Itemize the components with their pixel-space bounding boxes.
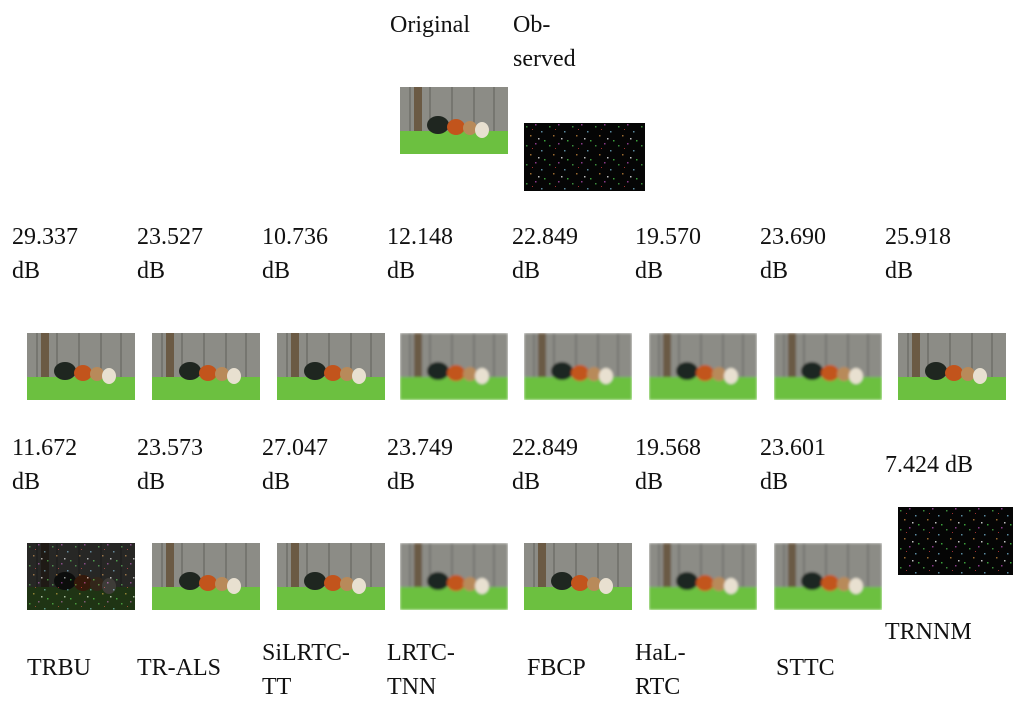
- original-label: Original: [390, 8, 470, 42]
- psnr-label-line: dB: [262, 465, 328, 499]
- recovered-image: [27, 543, 135, 610]
- psnr-label-line: dB: [137, 465, 203, 499]
- psnr-label-line: 27.047: [262, 431, 328, 465]
- psnr-label-line: 10.736: [262, 220, 328, 254]
- psnr-label-line: dB: [512, 465, 578, 499]
- psnr-label-line: dB: [760, 465, 826, 499]
- method-label-line: HaL-: [635, 636, 686, 670]
- recovered-image: [524, 333, 632, 400]
- method-label: SiLRTC-TT: [262, 636, 350, 704]
- method-label: STTC: [776, 651, 835, 685]
- recovered-image: [400, 543, 508, 610]
- original-image: [400, 87, 508, 154]
- observed-image: [524, 123, 645, 191]
- psnr-label-line: 29.337: [12, 220, 78, 254]
- observed-label: Ob-served: [513, 8, 576, 76]
- psnr-label-line: dB: [387, 254, 453, 288]
- psnr-label-line: 19.570: [635, 220, 701, 254]
- recovered-image: [774, 333, 882, 400]
- figure: OriginalOb-served29.337dB23.527dB10.736d…: [0, 0, 1015, 705]
- method-label-line: FBCP: [527, 651, 586, 685]
- psnr-label-line: 22.849: [512, 220, 578, 254]
- recovered-image: [400, 333, 508, 400]
- method-label: TRBU: [27, 651, 91, 685]
- recovered-image: [27, 333, 135, 400]
- psnr-label-line: 7.424 dB: [885, 448, 973, 482]
- psnr-label-line: dB: [12, 254, 78, 288]
- psnr-label: 7.424 dB: [885, 448, 973, 482]
- method-label: HaL-RTC: [635, 636, 686, 704]
- psnr-label-line: dB: [137, 254, 203, 288]
- psnr-label-line: 22.849: [512, 431, 578, 465]
- recovered-image: [524, 543, 632, 610]
- psnr-label-line: dB: [387, 465, 453, 499]
- method-label: LRTC-TNN: [387, 636, 455, 704]
- psnr-label-line: 23.690: [760, 220, 826, 254]
- observed-label-line: Ob-: [513, 8, 576, 42]
- psnr-label-line: dB: [12, 465, 77, 499]
- psnr-label-line: dB: [635, 254, 701, 288]
- observed-label-line: served: [513, 42, 576, 76]
- method-label-line: RTC: [635, 670, 686, 704]
- recovered-image: [152, 543, 260, 610]
- method-label-line: TRNNM: [885, 615, 972, 649]
- psnr-label-line: 12.148: [387, 220, 453, 254]
- recovered-image: [649, 333, 757, 400]
- method-label-line: SiLRTC-: [262, 636, 350, 670]
- method-label-line: TRBU: [27, 651, 91, 685]
- recovered-image: [152, 333, 260, 400]
- psnr-label-line: dB: [885, 254, 951, 288]
- method-label: TR-ALS: [137, 651, 221, 685]
- method-label-line: TNN: [387, 670, 455, 704]
- psnr-label-line: 23.601: [760, 431, 826, 465]
- psnr-label-line: 23.573: [137, 431, 203, 465]
- recovered-image: [649, 543, 757, 610]
- psnr-label-line: 23.749: [387, 431, 453, 465]
- method-label: TRNNM: [885, 615, 972, 649]
- method-label-line: TR-ALS: [137, 651, 221, 685]
- recovered-image: [898, 507, 1013, 575]
- method-label-line: LRTC-: [387, 636, 455, 670]
- method-label: FBCP: [527, 651, 586, 685]
- recovered-image: [277, 333, 385, 400]
- recovered-image: [898, 333, 1006, 400]
- psnr-label-line: 11.672: [12, 431, 77, 465]
- psnr-label-line: dB: [760, 254, 826, 288]
- method-label-line: STTC: [776, 651, 835, 685]
- psnr-label-line: dB: [262, 254, 328, 288]
- psnr-label-line: 19.568: [635, 431, 701, 465]
- psnr-label-line: dB: [635, 465, 701, 499]
- recovered-image: [277, 543, 385, 610]
- method-label-line: TT: [262, 670, 350, 704]
- psnr-label-line: dB: [512, 254, 578, 288]
- psnr-label-line: 25.918: [885, 220, 951, 254]
- recovered-image: [774, 543, 882, 610]
- psnr-label-line: 23.527: [137, 220, 203, 254]
